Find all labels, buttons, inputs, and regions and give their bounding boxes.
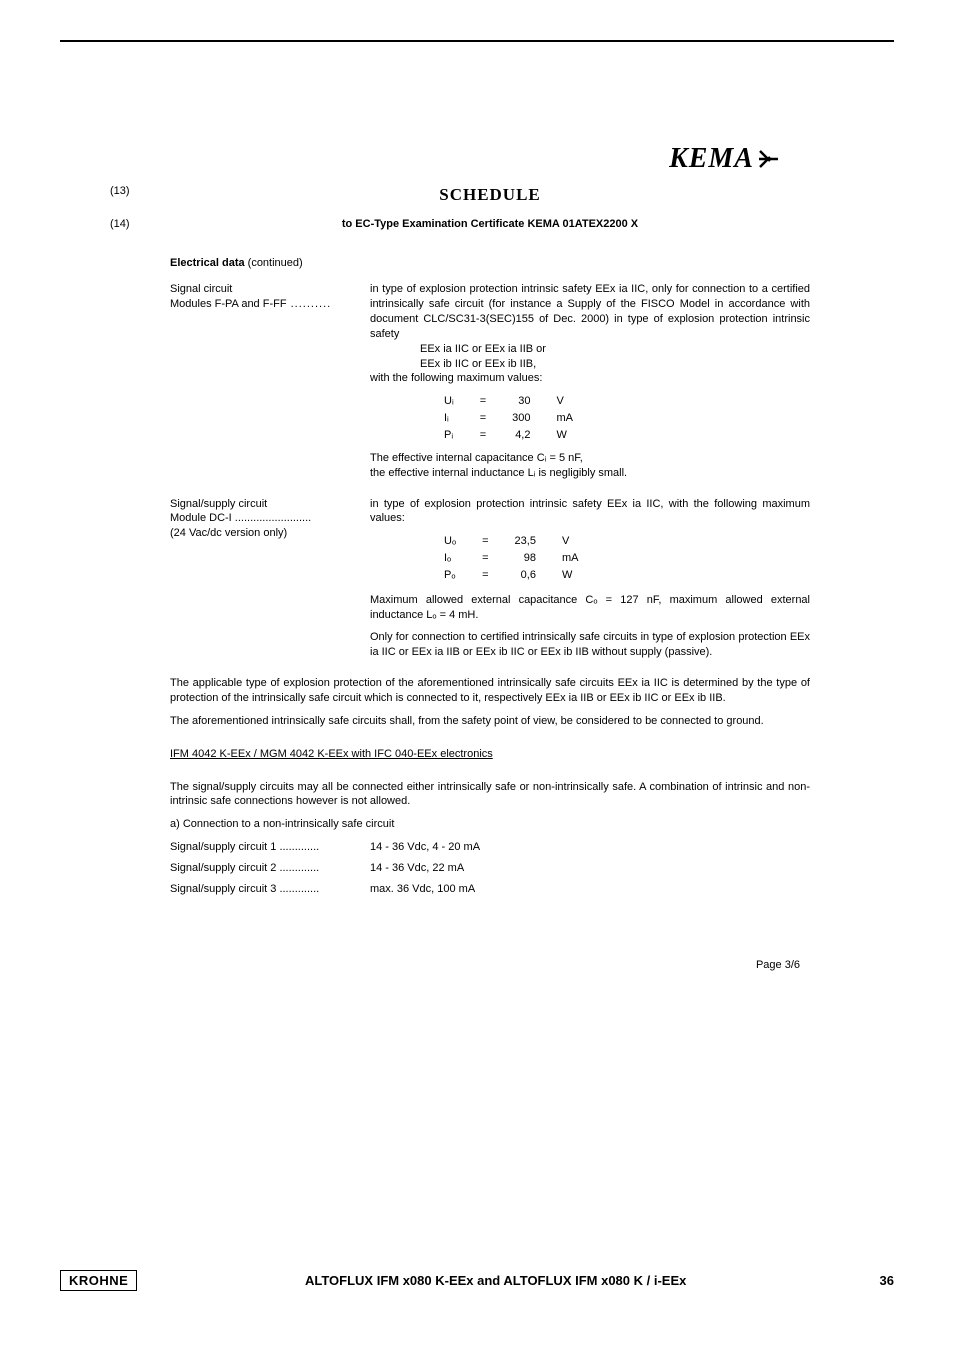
ss2-value: 14 - 36 Vdc, 22 mA xyxy=(370,861,810,876)
footer-title: ALTOFLUX IFM x080 K-EEx and ALTOFLUX IFM… xyxy=(137,1273,854,1288)
dci-para-3: Only for connection to certified intrins… xyxy=(370,630,810,660)
ss1-label: Signal/supply circuit 1 xyxy=(170,841,276,853)
dci-para-2: Maximum allowed external capacitance Cₒ … xyxy=(370,593,810,623)
ss3-row: Signal/supply circuit 3 ............. ma… xyxy=(170,882,810,897)
fpa-line-2: EEx ib IIC or EEx ib IIB, xyxy=(420,357,810,372)
ss2-row: Signal/supply circuit 2 ............. 14… xyxy=(170,861,810,876)
module-dci-sub: (24 Vac/dc version only) xyxy=(170,526,370,541)
params-table-1: Uᵢ=30V Iᵢ=300mA Pᵢ=4,2W xyxy=(430,392,587,445)
fpa-para-2: with the following maximum values: xyxy=(370,371,810,386)
footer: KROHNE ALTOFLUX IFM x080 K-EEx and ALTOF… xyxy=(60,1270,894,1291)
modules-fpa-label: Modules F-PA and F-FF xyxy=(170,297,370,312)
kema-text: KEMA xyxy=(669,140,754,178)
section-number-13: (13) xyxy=(110,184,130,199)
ss1-row: Signal/supply circuit 1 ............. 14… xyxy=(170,840,810,855)
certificate-line: to EC-Type Examination Certificate KEMA … xyxy=(170,217,810,232)
signal-supply-row: Signal/supply circuit Module DC-I ......… xyxy=(170,497,810,669)
page-number: Page 3/6 xyxy=(756,958,800,973)
section-number-14: (14) xyxy=(110,217,130,232)
params-table-2: Uₒ=23,5V Iₒ=98mA Pₒ=0,6W xyxy=(430,532,592,585)
connection-a: a) Connection to a non-intrinsically saf… xyxy=(170,817,810,832)
dci-para-1: in type of explosion protection intrinsi… xyxy=(370,497,810,527)
electrical-data-heading: Electrical data (continued) xyxy=(170,256,810,271)
module-dci-label: Module DC-I ......................... xyxy=(170,511,370,526)
fpa-para-1: in type of explosion protection intrinsi… xyxy=(370,282,810,341)
ss2-label: Signal/supply circuit 2 xyxy=(170,862,276,874)
ifm-heading: IFM 4042 K-EEx / MGM 4042 K-EEx with IFC… xyxy=(170,747,810,762)
ss1-value: 14 - 36 Vdc, 4 - 20 mA xyxy=(370,840,810,855)
body-para-3: The signal/supply circuits may all be co… xyxy=(170,780,810,810)
krohne-logo: KROHNE xyxy=(60,1270,137,1291)
top-divider xyxy=(60,40,894,42)
ss-circuit-label: Signal/supply circuit xyxy=(170,497,370,512)
body-para-2: The aforementioned intrinsically safe ci… xyxy=(170,714,810,729)
ss3-value: max. 36 Vdc, 100 mA xyxy=(370,882,810,897)
body-para-1: The applicable type of explosion protect… xyxy=(170,676,810,706)
kema-icon xyxy=(756,147,780,171)
fpa-para-4: the effective internal inductance Lᵢ is … xyxy=(370,466,810,481)
document-body: KEMA (13) SCHEDULE (14) to EC-Type Exami… xyxy=(170,140,810,903)
continued-label: (continued) xyxy=(245,257,303,269)
elec-data-label: Electrical data xyxy=(170,257,245,269)
schedule-heading: SCHEDULE xyxy=(170,184,810,207)
signal-circuit-row: Signal circuit Modules F-PA and F-FF in … xyxy=(170,282,810,480)
kema-brand: KEMA xyxy=(170,140,810,178)
ss3-label: Signal/supply circuit 3 xyxy=(170,883,276,895)
footer-page-number: 36 xyxy=(854,1273,894,1288)
fpa-line-1: EEx ia IIC or EEx ia IIB or xyxy=(420,342,810,357)
fpa-para-3: The effective internal capacitance Cᵢ = … xyxy=(370,451,810,466)
signal-circuit-label: Signal circuit xyxy=(170,282,370,297)
